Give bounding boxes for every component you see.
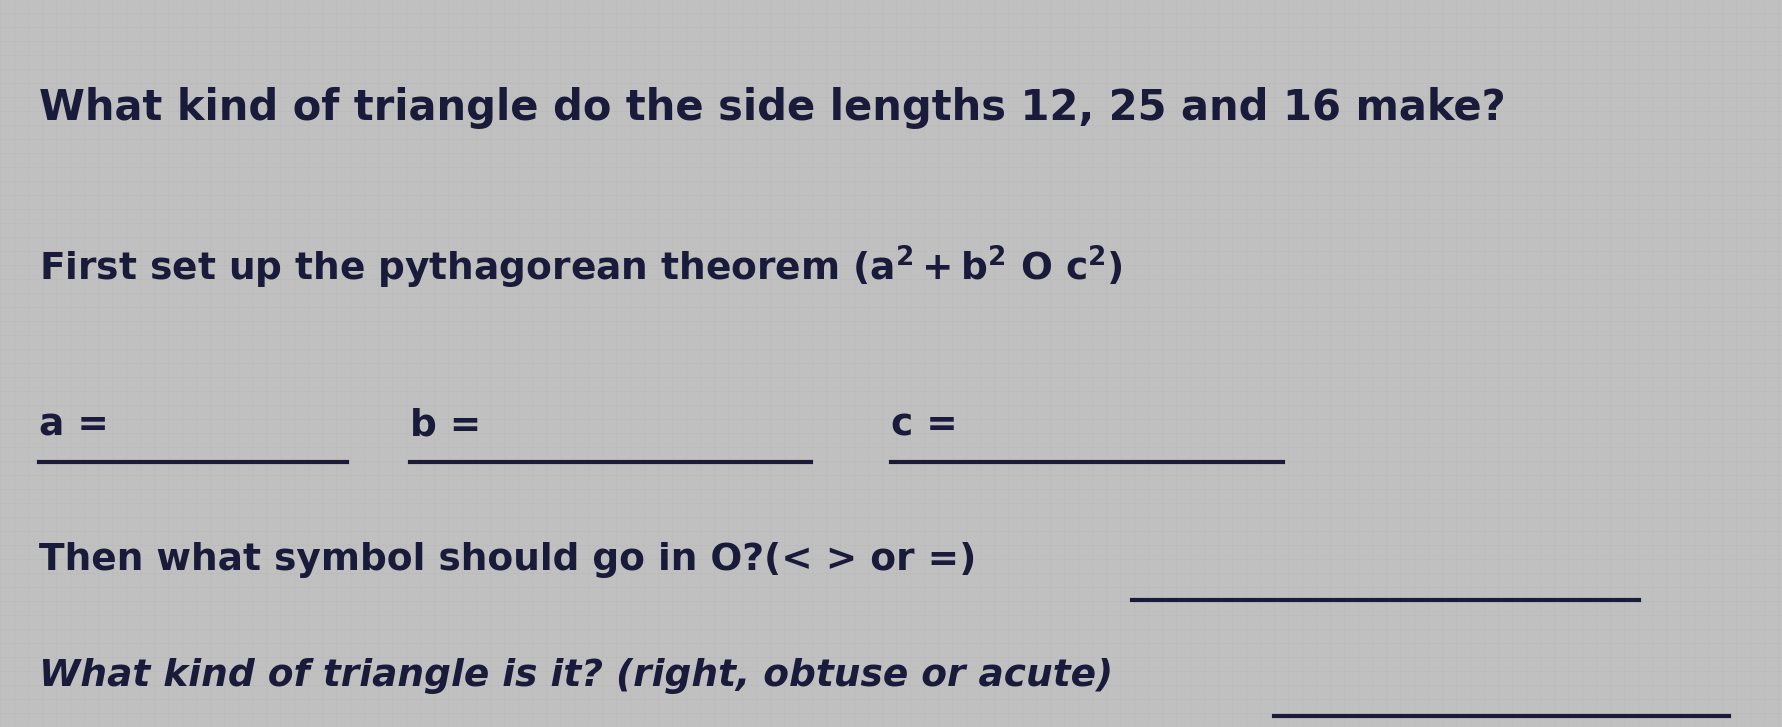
Text: First set up the pythagorean theorem ($\mathregular{a^2+b^2}$ O $\mathregular{c^: First set up the pythagorean theorem ($\… <box>39 244 1123 291</box>
Text: c =: c = <box>891 407 957 443</box>
Text: a =: a = <box>39 407 109 443</box>
Text: b =: b = <box>410 407 481 443</box>
Text: What kind of triangle is it? (right, obtuse or acute): What kind of triangle is it? (right, obt… <box>39 658 1114 694</box>
Text: Then what symbol should go in O?(< > or =): Then what symbol should go in O?(< > or … <box>39 542 977 578</box>
Text: What kind of triangle do the side lengths 12, 25 and 16 make?: What kind of triangle do the side length… <box>39 87 1506 129</box>
